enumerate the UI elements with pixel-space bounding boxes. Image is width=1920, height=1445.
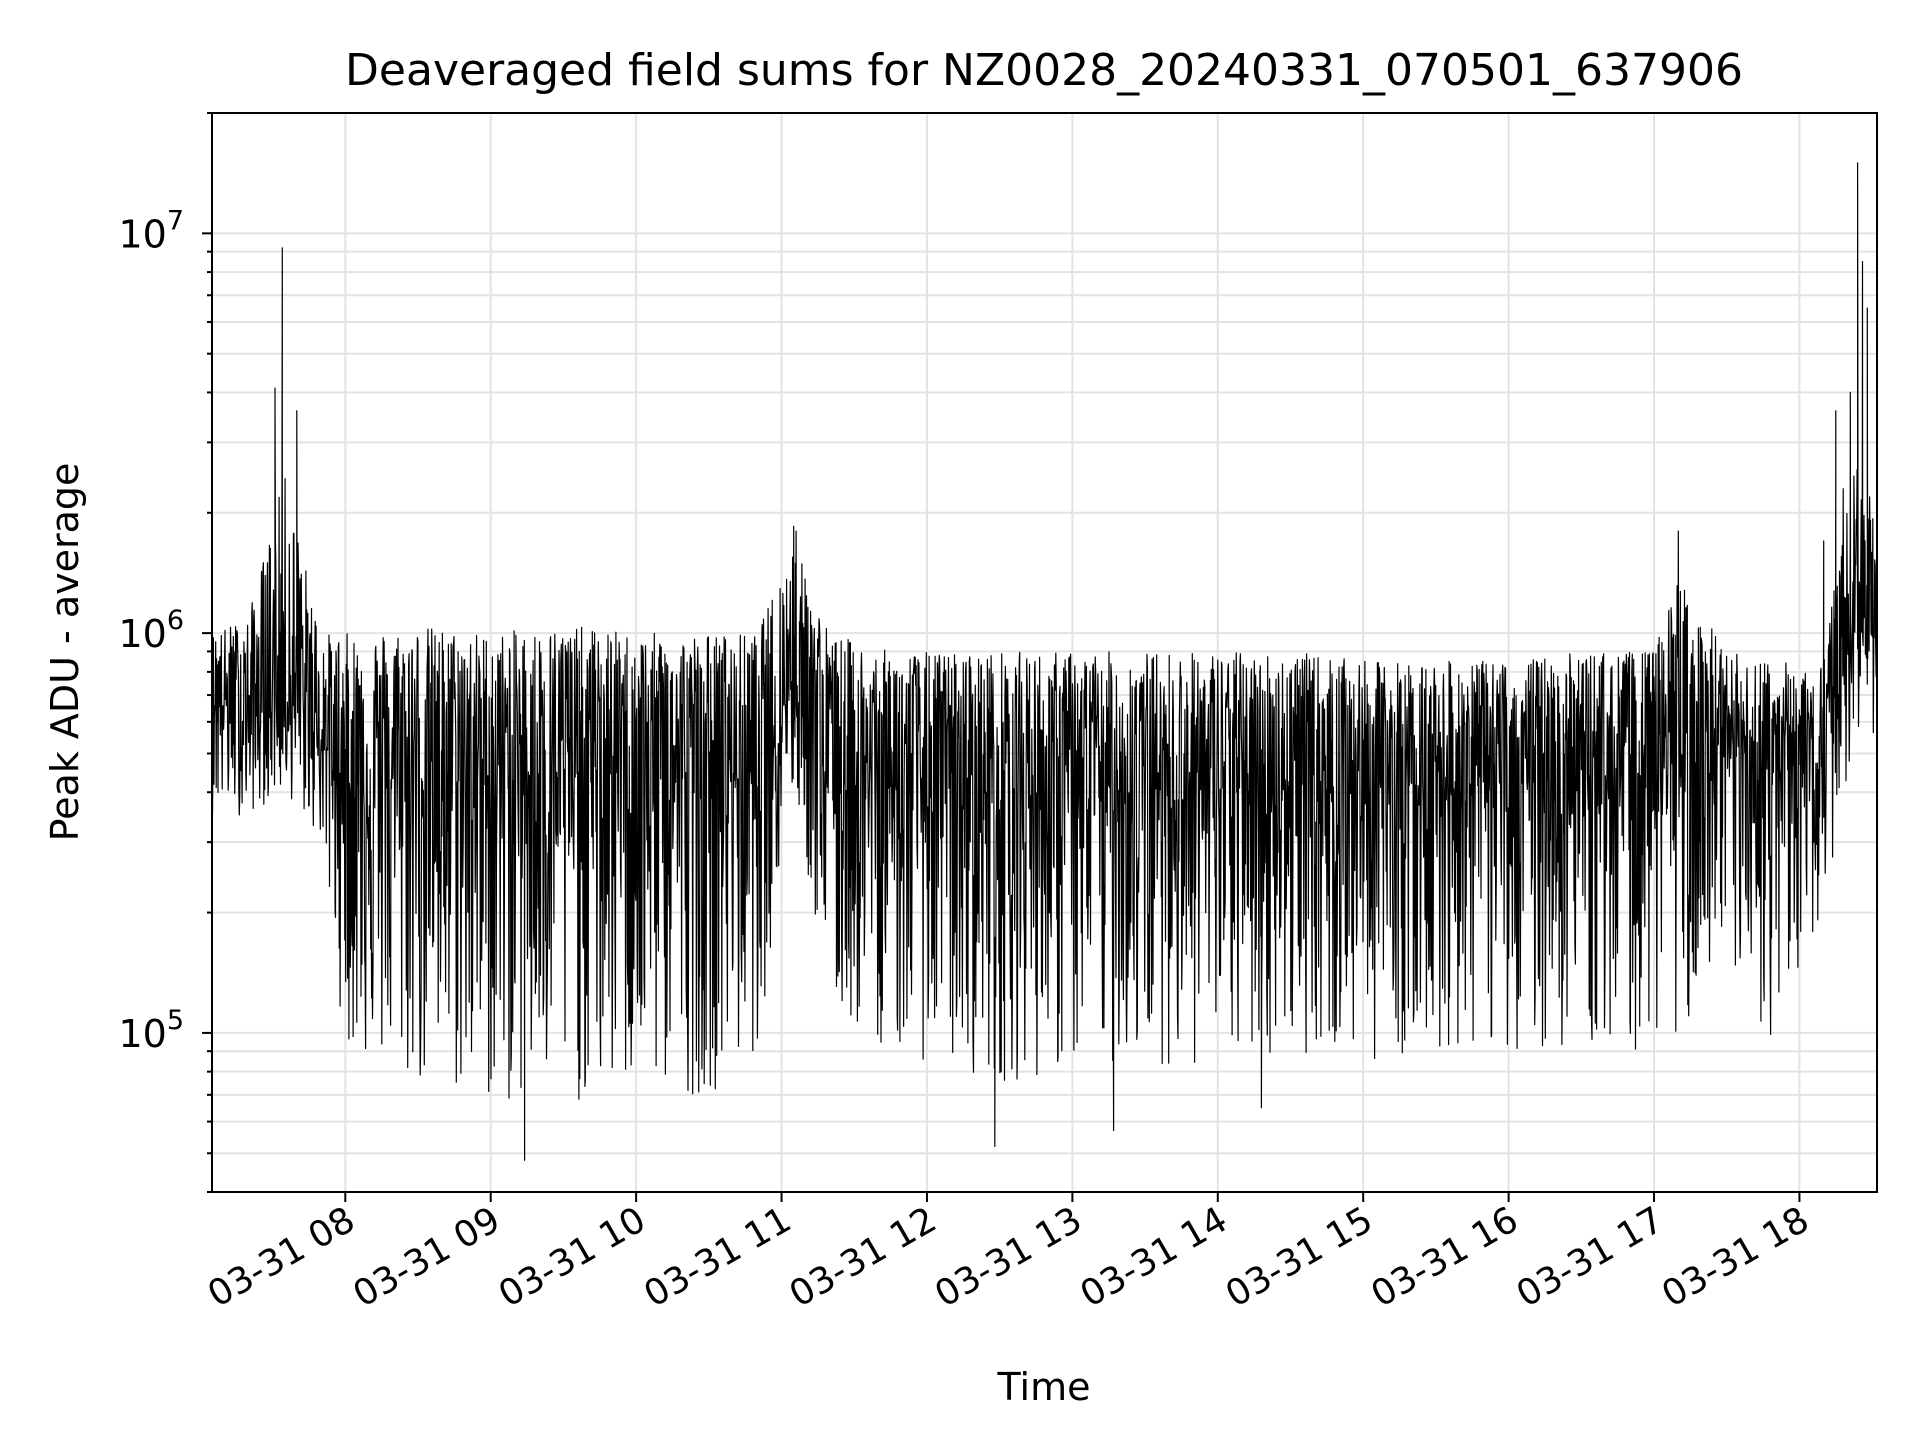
plot-frame — [211, 112, 1878, 1193]
y-tick-label: 106 — [118, 605, 184, 656]
y-tick-label: 105 — [118, 1005, 184, 1056]
series-line — [212, 162, 1877, 1161]
grid-lines — [212, 112, 1877, 1193]
y-tick-label: 107 — [118, 205, 184, 256]
x-axis-label: Time — [997, 1365, 1091, 1409]
y-axis-label: Peak ADU - average — [43, 463, 87, 842]
data-series-trace — [212, 162, 1877, 1161]
chart-title: Deaveraged field sums for NZ0028_2024033… — [345, 45, 1743, 96]
